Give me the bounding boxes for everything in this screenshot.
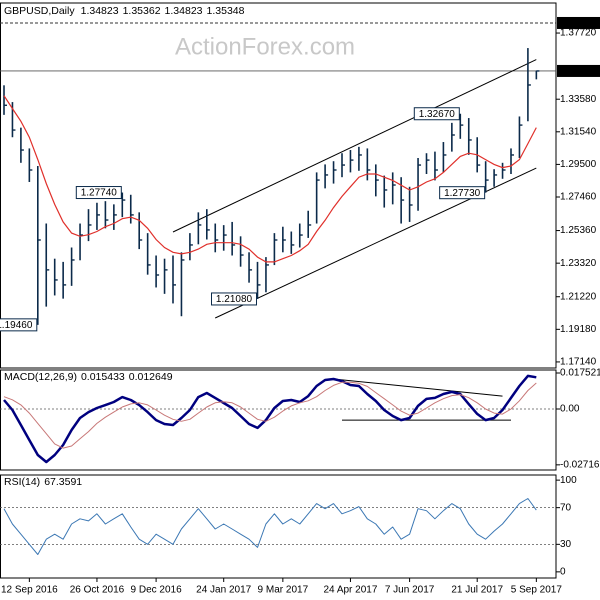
y-tick-label: 0.017521: [560, 368, 600, 379]
y-tick-label: 1.33580: [560, 94, 597, 105]
watermark: ActionForex.com: [175, 33, 355, 60]
x-tick-label: 21 Jul 2017: [451, 585, 503, 596]
y-tick-label: 1.25360: [560, 225, 597, 236]
indicator-title: MACD(12,26,9): [4, 371, 77, 383]
panel-frame: [0, 474, 557, 579]
y-tick-label: 1.31540: [560, 126, 597, 137]
current-price-label: 1.35348: [560, 66, 597, 77]
y-tick-label: 1.29500: [560, 159, 597, 170]
y-tick-label: 1.17140: [560, 357, 597, 368]
panel-frame: [0, 369, 557, 471]
current-price-bg: [557, 64, 600, 77]
annotation-label: 1.27740: [81, 188, 118, 199]
trend-line: [172, 59, 537, 233]
x-tick-label: 24 Jan 2017: [196, 585, 251, 596]
y-tick-label: 30: [560, 539, 572, 550]
chart-header: GBPUSD,Daily 1.34823 1.35362 1.34823 1.35348: [4, 5, 245, 17]
last-low: 1.34823: [165, 5, 203, 17]
annotation-box: [439, 186, 486, 200]
level-label: 1.38350: [560, 18, 597, 29]
x-tick-label: 9 Dec 2016: [131, 585, 183, 596]
annotation-box: [75, 186, 122, 200]
last-high: 1.35362: [123, 5, 161, 17]
y-tick-label: 0.00: [560, 404, 580, 415]
y-tick-label: 1.19180: [560, 324, 597, 335]
y-tick-label: 70: [560, 502, 572, 513]
moving-average: [3, 95, 537, 263]
indicator-title: RSI(14): [4, 476, 40, 488]
indicator-header: RSI(14) 67.3591: [4, 476, 82, 488]
x-tick-label: 5 Sep 2017: [511, 585, 563, 596]
indicator-value: 0.015433: [81, 371, 125, 383]
indicator-line: [3, 381, 537, 449]
x-tick-label: 7 Jun 2017: [385, 585, 435, 596]
last-open: 1.34823: [81, 5, 119, 17]
level-label-bg: [557, 16, 600, 29]
x-tick-label: 12 Sep 2016: [1, 585, 58, 596]
annotation-box: [211, 292, 257, 306]
y-tick-label: 1.27460: [560, 192, 597, 203]
last-close: 1.35348: [207, 5, 245, 17]
indicator-value: 0.012649: [129, 371, 173, 383]
annotation-box: [413, 107, 460, 121]
annotation-label: 1.21080: [216, 294, 253, 305]
y-tick-label: -0.027169: [560, 459, 600, 470]
symbol-title: GBPUSD,Daily: [4, 5, 75, 17]
x-tick-label: 26 Oct 2016: [70, 585, 125, 596]
y-tick-label: 0: [560, 566, 566, 577]
annotation-label: 1.32670: [419, 109, 456, 120]
indicator-value: 67.3591: [44, 476, 82, 488]
panel-frame: [0, 2, 557, 369]
annotation-label: 1.19460: [0, 320, 33, 331]
x-tick-label: 9 Mar 2017: [258, 585, 309, 596]
indicator-header: MACD(12,26,9) 0.015433 0.012649: [4, 371, 173, 383]
indicator-line: [3, 374, 537, 464]
trend-line: [333, 378, 503, 397]
annotation-label: 1.27730: [444, 188, 481, 199]
y-tick-label: 1.37720: [560, 28, 597, 39]
x-tick-label: 24 Apr 2017: [323, 585, 377, 596]
annotation-box: [0, 318, 38, 332]
y-tick-label: 1.23320: [560, 258, 597, 269]
indicator-line: [3, 498, 537, 555]
y-tick-label: 1.21220: [560, 291, 597, 302]
y-tick-label: 100: [560, 475, 577, 486]
